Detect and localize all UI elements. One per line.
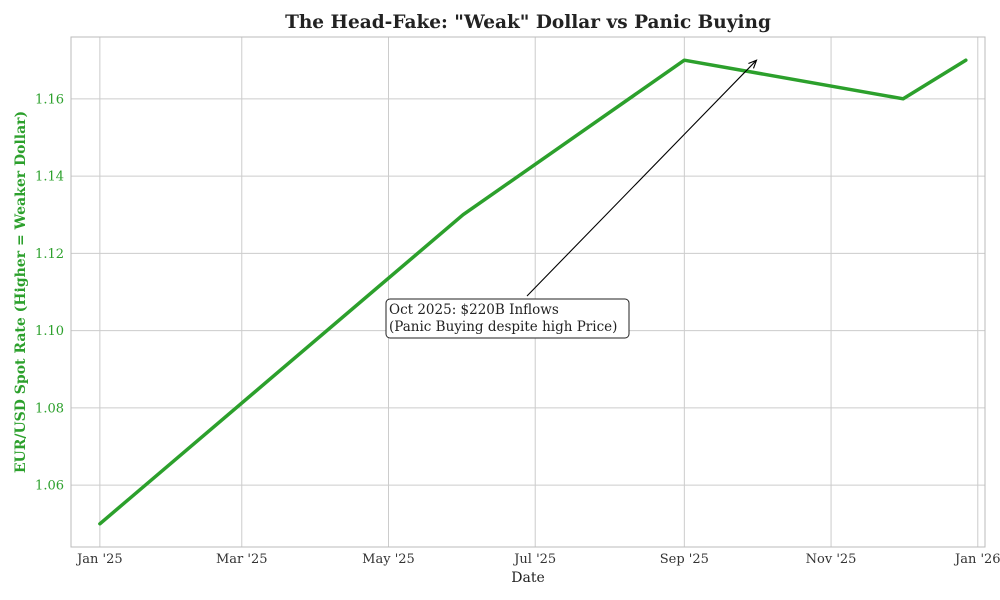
x-tick-label: Mar '25 [216, 552, 268, 567]
annotation: Oct 2025: $220B Inflows(Panic Buying des… [385, 59, 758, 339]
y-axis-label: EUR/USD Spot Rate (Higher = Weaker Dolla… [13, 111, 29, 473]
annotation-arrowhead [748, 59, 758, 69]
y-axis: 1.06 1.08 1.10 1.12 1.14 1.16 [35, 92, 64, 493]
annotation-text: (Panic Buying despite high Price) [389, 319, 617, 335]
y-tick-label: 1.08 [35, 401, 64, 416]
y-tick-label: 1.10 [35, 324, 64, 339]
x-axis: Jan '25 Mar '25 May '25 Jul '25 Sep '25 Nov '… [75, 552, 1000, 567]
series-layer [98, 58, 968, 526]
series-line [98, 58, 968, 526]
x-tick-label: May '25 [362, 552, 415, 567]
x-tick-label: Jul '25 [512, 552, 556, 567]
y-tick-label: 1.14 [35, 170, 64, 185]
y-tick-label: 1.12 [35, 247, 64, 262]
annotation-text: Oct 2025: $220B Inflows [389, 302, 559, 318]
x-tick-label: Nov '25 [806, 552, 857, 567]
y-tick-label: 1.16 [35, 92, 64, 107]
x-tick-label: Jan '26 [953, 552, 1000, 567]
x-tick-label: Sep '25 [660, 552, 709, 567]
chart-title: The Head-Fake: "Weak" Dollar vs Panic Bu… [285, 12, 771, 33]
x-axis-label: Date [511, 570, 544, 586]
grid [71, 37, 985, 547]
plot-frame [70, 36, 986, 548]
x-tick-label: Jan '25 [75, 552, 123, 567]
y-tick-label: 1.06 [35, 479, 64, 494]
plot-area [71, 37, 985, 547]
annotation-box [385, 298, 630, 339]
annotation-arrow [526, 59, 757, 297]
